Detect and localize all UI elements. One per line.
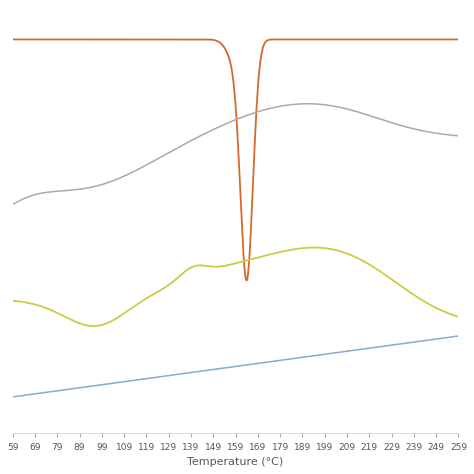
X-axis label: Temperature (°C): Temperature (°C) [188,457,284,467]
